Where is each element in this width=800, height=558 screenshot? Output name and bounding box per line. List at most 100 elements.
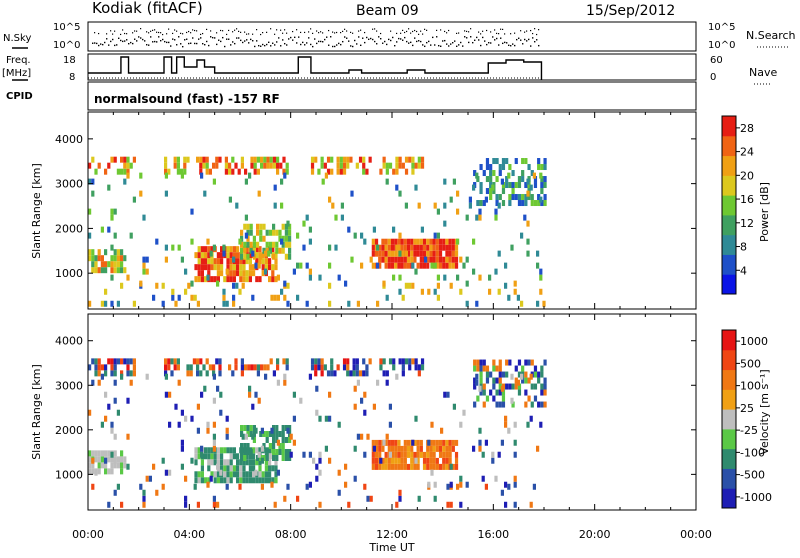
echo-cell — [88, 255, 92, 262]
echo-cell — [465, 280, 469, 287]
echo-cell — [529, 501, 533, 508]
echo-cell — [384, 451, 388, 458]
noise-point — [534, 28, 536, 30]
noise-point — [360, 29, 362, 31]
echo-cell — [288, 437, 292, 443]
echo-cell — [220, 270, 224, 277]
echo-cell — [245, 276, 249, 283]
echo-cell — [113, 358, 117, 365]
noise-point — [118, 37, 120, 39]
echo-cell — [482, 383, 486, 390]
echo-cell — [272, 449, 276, 455]
echo-cell — [205, 162, 209, 169]
echo-cell — [494, 214, 498, 221]
echo-cell — [268, 471, 272, 478]
noise-point — [114, 30, 116, 32]
echo-cell — [212, 244, 216, 251]
noise-point — [234, 29, 236, 31]
echo-cell — [400, 244, 404, 251]
echo-cell — [174, 300, 178, 307]
colorbar-frame — [721, 115, 737, 295]
echo-cell — [120, 456, 124, 463]
echo-cell — [365, 370, 369, 377]
echo-cell — [285, 358, 289, 365]
x-tick-label: 08:00 — [275, 528, 307, 541]
echo-cell — [363, 391, 367, 398]
echo-cell — [242, 264, 246, 271]
echo-cell — [414, 364, 418, 371]
echo-cell — [368, 156, 372, 163]
echo-cell — [400, 463, 404, 470]
echo-cell — [362, 370, 366, 377]
echo-cell — [459, 421, 463, 428]
echo-cell — [239, 459, 243, 466]
echo-cell — [200, 451, 204, 458]
echo-cell — [100, 462, 104, 469]
echo-cell — [199, 358, 203, 365]
echo-cell — [107, 162, 111, 169]
echo-cell — [524, 200, 528, 207]
freq-left-tick-bottom: 8 — [69, 72, 75, 83]
echo-cell — [529, 415, 533, 422]
echo-cell — [328, 196, 332, 203]
echo-cell — [164, 469, 168, 476]
echo-cell — [501, 389, 506, 396]
echo-cell — [255, 459, 259, 466]
echo-cell — [272, 162, 276, 169]
echo-cell — [533, 383, 538, 390]
echo-cell — [346, 364, 350, 371]
echo-cell — [371, 250, 375, 257]
echo-cell — [120, 156, 124, 163]
echo-cell — [113, 397, 117, 404]
noise-point — [334, 45, 336, 48]
echo-cell — [173, 364, 177, 371]
echo-cell — [232, 270, 236, 277]
echo-cell — [232, 282, 236, 289]
echo-cell — [189, 370, 193, 377]
echo-cell — [238, 238, 242, 245]
echo-cell — [540, 389, 544, 396]
noise-point — [294, 36, 296, 39]
echo-cell — [200, 276, 204, 283]
echo-cell — [91, 190, 95, 197]
noise-point — [364, 31, 366, 34]
echo-cell — [220, 477, 224, 484]
echo-cell — [498, 170, 502, 177]
echo-cell — [225, 427, 229, 434]
noise-point — [400, 32, 402, 34]
echo-cell — [266, 156, 270, 163]
noise-point — [356, 43, 358, 45]
echo-cell — [524, 377, 528, 384]
echo-cell — [196, 403, 200, 410]
echo-cell — [216, 477, 220, 484]
noise-point — [374, 40, 376, 43]
echo-cell — [152, 294, 156, 301]
echo-cell — [260, 457, 264, 464]
echo-cell — [240, 253, 244, 260]
echo-cell — [537, 164, 541, 171]
echo-cell — [231, 370, 235, 377]
echo-cell — [216, 471, 220, 478]
echo-cell — [413, 451, 417, 458]
echo-cell — [456, 483, 460, 490]
echo-cell — [422, 463, 427, 470]
echo-cell — [88, 462, 92, 469]
echo-cell — [207, 264, 211, 271]
echo-cell — [200, 264, 204, 271]
echo-cell — [390, 250, 395, 257]
echo-cell — [240, 247, 244, 254]
echo-cell — [245, 459, 249, 466]
noise-point — [530, 45, 532, 47]
echo-cell — [388, 358, 393, 365]
noise-point — [140, 28, 142, 30]
echo-cell — [485, 371, 490, 378]
echo-cell — [280, 178, 284, 185]
noise-point — [94, 42, 96, 44]
echo-cell — [374, 439, 379, 446]
echo-cell — [288, 241, 292, 248]
echo-cell — [526, 178, 530, 185]
echo-cell — [513, 451, 517, 458]
echo-cell — [516, 294, 520, 301]
echo-cell — [164, 168, 168, 175]
echo-cell — [248, 453, 252, 460]
